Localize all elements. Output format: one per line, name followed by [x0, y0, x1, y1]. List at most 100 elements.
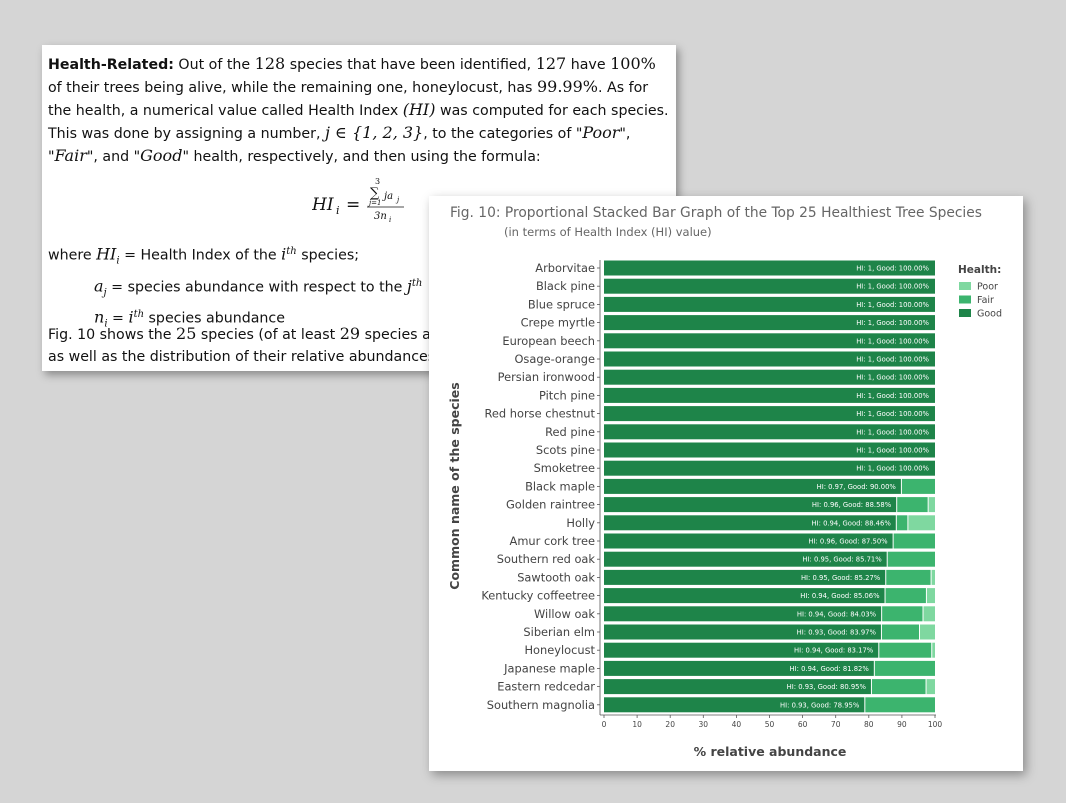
bar-segment-fair — [882, 606, 923, 622]
category-label: Black maple — [525, 479, 595, 493]
category-fair: Fair — [54, 146, 87, 165]
chart-card: Fig. 10: Proportional Stacked Bar Graph … — [429, 196, 1023, 771]
def-hi-th: th — [286, 246, 297, 257]
species-number: 29 — [339, 324, 361, 343]
j-set: j ∈ {1, 2, 3} — [325, 123, 424, 142]
bar-segment-good — [604, 642, 879, 658]
bar-segment-poor — [923, 606, 935, 622]
category-label: Honeylocust — [524, 643, 595, 657]
x-tick-label: 10 — [632, 720, 642, 729]
chart-title: Fig. 10: Proportional Stacked Bar Graph … — [450, 205, 982, 221]
bar-segment-good — [604, 406, 935, 422]
x-tick-label: 50 — [765, 720, 775, 729]
def-hi-sub: i — [116, 255, 120, 267]
bar-segment-good — [604, 442, 935, 458]
paragraph-text: , to the categories of " — [423, 126, 583, 142]
bar-segment-good — [604, 278, 935, 294]
bar-data-label: HI: 1, Good: 100.00% — [856, 392, 929, 400]
category-label: Red pine — [545, 425, 595, 439]
figure-reference-line-2: as well as the distribution of their rel… — [48, 349, 448, 365]
category-label: Southern magnolia — [487, 698, 595, 712]
bar-segment-good — [604, 497, 897, 513]
honeylocust-percent: 99.99% — [536, 77, 598, 96]
bar-data-label: HI: 1, Good: 100.00% — [856, 337, 929, 345]
category-label: Holly — [566, 516, 595, 530]
bar-data-label: HI: 1, Good: 100.00% — [856, 447, 929, 455]
formula-denominator-sub: i — [389, 216, 391, 224]
x-tick-label: 20 — [665, 720, 675, 729]
x-tick-label: 30 — [699, 720, 709, 729]
where-text: where — [48, 247, 97, 264]
x-tick-label: 40 — [732, 720, 742, 729]
bar-segment-good — [604, 569, 886, 585]
section-heading: Health-Related: — [48, 57, 174, 73]
category-label: Sawtooth oak — [517, 570, 595, 584]
category-label: Southern red oak — [497, 552, 596, 566]
paragraph-text: ", " — [48, 126, 631, 165]
category-label: Siberian elm — [523, 625, 595, 639]
def-n-eq: = — [107, 310, 129, 327]
category-poor: Poor — [582, 123, 620, 142]
category-label: Crepe myrtle — [521, 316, 595, 330]
bar-data-label: HI: 0.93, Good: 78.95% — [780, 701, 860, 709]
category-labels: Arborvitae Black pine Blue spruce Crepe myr… — [481, 261, 600, 712]
category-label: Black pine — [536, 279, 595, 293]
bar-segment-poor — [926, 588, 935, 604]
bar-data-label: HI: 1, Good: 100.00% — [856, 374, 929, 382]
bar-data-label: HI: 0.93, Good: 83.97% — [797, 629, 877, 637]
bar-segment-good — [604, 296, 935, 312]
definition-n: ni = ith species abundance — [48, 304, 676, 336]
category-label: Golden raintree — [506, 498, 595, 512]
paragraph-text: Fig. 10 shows the — [48, 327, 177, 343]
formula-denominator: 3n — [374, 211, 387, 222]
def-hi-symbol: HI — [96, 244, 117, 264]
bar-data-label: HI: 1, Good: 100.00% — [856, 410, 929, 418]
category-label: Kentucky coffeetree — [481, 589, 595, 603]
def-a-sub: j — [103, 287, 107, 299]
bar-segment-good — [604, 260, 935, 276]
x-tick-label: 70 — [831, 720, 841, 729]
bar-data-label: HI: 1, Good: 100.00% — [856, 283, 929, 291]
formula-sum-top: 3 — [375, 177, 380, 186]
bar-data-label: HI: 0.93, Good: 80.95% — [787, 683, 867, 691]
category-label: Persian ironwood — [498, 370, 595, 384]
x-tick-label: 0 — [602, 720, 607, 729]
def-n-i: i — [128, 307, 134, 327]
formula-sum-bottom: j=1 — [367, 199, 382, 207]
paragraph-text: ", and " — [86, 149, 141, 165]
category-label: Arborvitae — [535, 261, 595, 275]
formula-definitions: where HIi = Health Index of the ith spec… — [48, 241, 676, 336]
bar-segment-poor — [920, 624, 935, 640]
def-hi-text: = Health Index of the — [119, 247, 282, 264]
legend-swatch-fair — [959, 295, 971, 304]
x-tick-label: 80 — [864, 720, 874, 729]
bar-segment-fair — [874, 660, 935, 676]
alive-count: 127 — [535, 54, 567, 73]
category-label: Smoketree — [534, 461, 595, 475]
def-a-th: th — [411, 277, 423, 289]
legend: Health: Poor Fair Good — [958, 264, 1002, 320]
bar-segment-poor — [928, 497, 935, 513]
x-axis-label: % relative abundance — [694, 744, 847, 759]
paragraph-text: was computed for each species. This was … — [48, 103, 669, 142]
category-label: Red horse chestnut — [485, 407, 596, 421]
figure-reference-paragraph: Fig. 10 shows the 25 species (of at leas… — [48, 323, 676, 368]
category-label: Amur cork tree — [510, 534, 595, 548]
formula-equals: = — [346, 195, 360, 215]
bar-segment-poor — [932, 642, 935, 658]
category-label: European beech — [502, 334, 595, 348]
bar-segment-poor — [908, 515, 935, 531]
category-label: Willow oak — [534, 607, 595, 621]
category-label: Scots pine — [536, 443, 595, 457]
figure-reference-line-1: Fig. 10 shows the 25 species (of at leas… — [48, 323, 676, 346]
bar-data-label: HI: 1, Good: 100.00% — [856, 319, 929, 327]
species-number: 25 — [176, 324, 197, 343]
definition-a: aj = species abundance with respect to t… — [48, 273, 676, 305]
formula-lhs-sub: i — [336, 204, 340, 217]
paragraph-text: species that have been identified, — [285, 57, 536, 73]
bar-data-label: HI: 1, Good: 100.00% — [856, 465, 929, 473]
bar-data-label: HI: 0.96, Good: 88.58% — [812, 501, 892, 509]
def-n-symbol: n — [94, 307, 105, 327]
bars-group: HI: 1, Good: 100.00% HI: 1, Good: 100.00%… — [604, 260, 935, 713]
bar-data-label: HI: 0.95, Good: 85.71% — [802, 556, 882, 564]
